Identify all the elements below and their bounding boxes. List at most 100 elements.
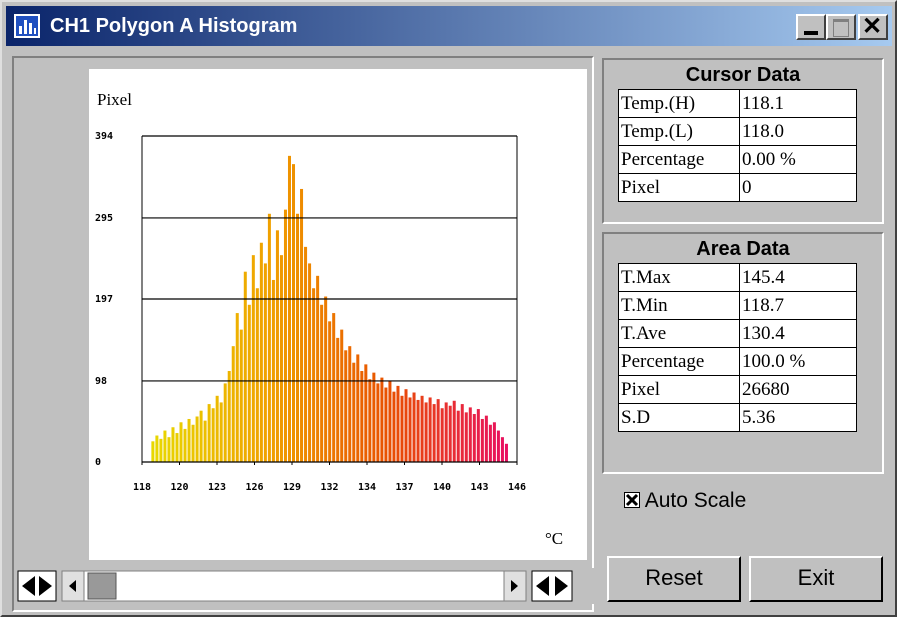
histogram-bar (420, 395, 424, 462)
histogram-bar (191, 424, 195, 462)
checkbox[interactable] (624, 492, 640, 508)
close-button[interactable]: ✕ (858, 13, 888, 40)
value-cell: 118.0 (739, 117, 857, 146)
histogram-bar (207, 404, 211, 462)
histogram-bar (300, 188, 304, 462)
x-tick-label: 126 (245, 482, 263, 493)
histogram-bar (344, 350, 348, 462)
histogram-bar (287, 155, 291, 463)
label-cell: T.Max (618, 263, 740, 292)
histogram-bar (448, 405, 452, 462)
histogram-bar (388, 380, 392, 462)
histogram-bar (392, 391, 396, 462)
histogram-bar (167, 437, 171, 462)
histogram-chart: Pixel °C 0 98 197 295 394 118 120 123 126 129 132 134… (89, 69, 587, 560)
histogram-bar (460, 404, 464, 462)
title-bar: CH1 Polygon A Histogram ✕ (6, 6, 892, 46)
histogram-bar (251, 255, 255, 462)
label-cell: Pixel (618, 375, 740, 404)
histogram-bar (412, 392, 416, 462)
histogram-bar (211, 408, 215, 462)
histogram-bar (368, 379, 372, 462)
value-cell: 0 (739, 173, 857, 202)
histogram-bar (163, 430, 167, 462)
histogram-bar (380, 377, 384, 462)
value-cell: 118.7 (739, 291, 857, 320)
histogram-bar (376, 383, 380, 462)
x-tick-label: 120 (170, 482, 188, 493)
histogram-bar (456, 410, 460, 462)
histogram-bar (496, 430, 500, 462)
area-data-group: Area Data T.Max 145.4 T.Min 118.7 T.Ave 130.4… (602, 232, 884, 474)
cursor-data-group: Cursor Data Temp.(H) 118.1 Temp.(L) 118.0 Pe… (602, 58, 884, 224)
x-axis-title: °C (545, 529, 563, 548)
histogram-bar (480, 418, 484, 462)
histogram-bar (215, 395, 219, 462)
histogram-bar (384, 387, 388, 462)
histogram-bar (436, 399, 440, 462)
histogram-bar (432, 404, 436, 462)
plot-background (89, 69, 587, 560)
histogram-bar (364, 364, 368, 462)
value-cell: 26680 (739, 375, 857, 404)
histogram-bar (328, 321, 332, 462)
table-row: T.Ave 130.4 (618, 319, 857, 348)
value-cell: 145.4 (739, 263, 857, 292)
maximize-button[interactable] (826, 14, 856, 40)
histogram-bar (476, 409, 480, 462)
histogram-bar (155, 435, 159, 462)
exit-button[interactable]: Exit (749, 556, 883, 602)
histogram-bar (316, 275, 320, 462)
table-row: T.Max 145.4 (618, 263, 857, 292)
x-tick-label: 146 (508, 482, 526, 493)
x-tick-label: 137 (395, 482, 413, 493)
group-title: Area Data (696, 238, 790, 260)
histogram-bar (243, 271, 247, 462)
y-tick-label: 98 (95, 376, 107, 387)
x-tick-label: 129 (283, 482, 301, 493)
minimize-button[interactable] (796, 14, 826, 40)
table-row: Percentage 0.00 % (618, 145, 857, 174)
histogram-bar (332, 313, 336, 462)
table-row: Pixel 26680 (618, 375, 857, 404)
scroll-thumb[interactable] (87, 572, 117, 600)
histogram-bar (283, 209, 287, 462)
label-cell: T.Min (618, 291, 740, 320)
histogram-bar (227, 370, 231, 462)
histogram-bar (296, 213, 300, 462)
histogram-bar (175, 433, 179, 462)
reset-button[interactable]: Reset (607, 556, 741, 602)
histogram-bar (179, 422, 183, 462)
histogram-bar (356, 354, 360, 462)
histogram-bar (492, 422, 496, 462)
histogram-bar (320, 304, 324, 462)
histogram-bar (352, 362, 356, 462)
app-icon (14, 14, 40, 38)
histogram-bar (424, 402, 428, 462)
x-tick-label: 118 (133, 482, 151, 493)
histogram-bar (247, 304, 251, 462)
histogram-bar (408, 397, 412, 462)
histogram-bar (484, 415, 488, 462)
histogram-bar (219, 402, 223, 462)
table-row: Percentage 100.0 % (618, 347, 857, 376)
histogram-bar (452, 400, 456, 462)
histogram-bar (171, 427, 175, 462)
table-row: Temp.(H) 118.1 (618, 89, 857, 118)
histogram-bar (235, 313, 239, 462)
auto-scale-checkbox[interactable]: Auto Scale (624, 489, 746, 513)
y-tick-label: 0 (95, 457, 101, 468)
histogram-bar (275, 230, 279, 462)
histogram-bar (416, 399, 420, 462)
histogram-bar (255, 288, 259, 462)
value-cell: 0.00 % (739, 145, 857, 174)
histogram-bar (308, 263, 312, 462)
chart-frame (12, 56, 594, 612)
scrollbar (14, 568, 594, 604)
histogram-bar (400, 395, 404, 462)
label-cell: Percentage (618, 145, 740, 174)
x-tick-label: 134 (358, 482, 376, 493)
table-row: Temp.(L) 118.0 (618, 117, 857, 146)
histogram-bar (488, 424, 492, 462)
